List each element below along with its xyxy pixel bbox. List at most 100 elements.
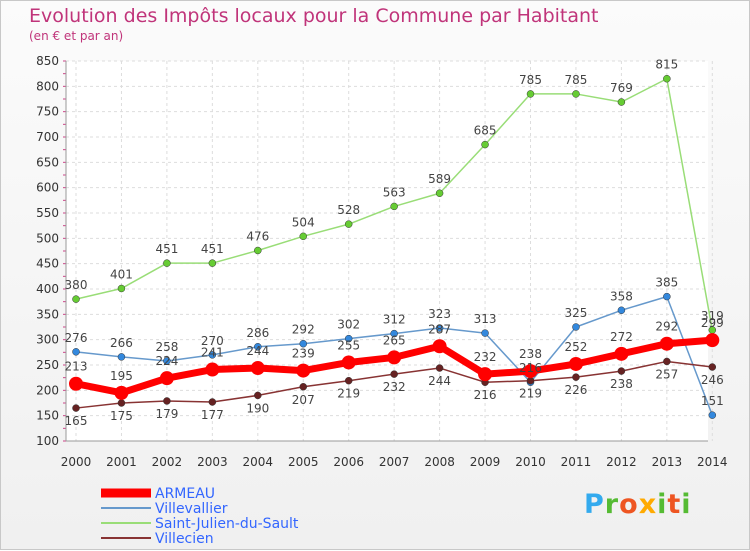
data-label: 358: [610, 289, 633, 303]
data-label: 238: [610, 377, 633, 391]
data-label: 216: [474, 388, 497, 402]
data-point: [663, 292, 671, 301]
y-tick-label: 300: [36, 333, 59, 347]
data-point: [387, 350, 402, 365]
data-label: 219: [519, 387, 542, 401]
data-point: [163, 397, 171, 405]
data-label: 276: [65, 331, 88, 345]
data-label: 165: [65, 414, 88, 428]
data-point: [523, 364, 538, 379]
y-tick-label: 150: [36, 409, 59, 423]
data-point: [568, 356, 583, 371]
legend-label: ARMEAU: [155, 486, 215, 502]
data-point: [481, 329, 489, 337]
data-label: 302: [337, 318, 360, 332]
y-tick-label: 250: [36, 358, 59, 372]
data-label: 241: [201, 346, 224, 360]
chart-subtitle: (en € et par an): [29, 29, 124, 43]
x-tick-label: 2000: [61, 455, 92, 469]
y-tick-label: 350: [36, 307, 59, 321]
data-point: [344, 220, 353, 228]
data-point: [659, 336, 674, 351]
data-label: 258: [155, 340, 178, 354]
legend-label: Saint-Julien-du-Sault: [155, 516, 299, 532]
y-tick-label: 800: [36, 79, 59, 93]
data-point: [435, 324, 444, 332]
x-tick-label: 2007: [379, 455, 410, 469]
legend-label: Villevallier: [155, 501, 228, 517]
x-tick-label: 2006: [333, 455, 364, 469]
data-point: [208, 398, 217, 406]
data-label: 244: [428, 374, 451, 388]
data-point: [526, 376, 535, 385]
data-label: 380: [65, 278, 88, 292]
data-label: 589: [428, 172, 451, 186]
data-point: [614, 346, 629, 361]
x-tick-label: 2011: [561, 455, 592, 469]
data-label: 292: [292, 323, 315, 337]
data-label: 244: [246, 344, 269, 358]
x-tick-label: 2010: [515, 455, 546, 469]
data-point: [159, 371, 174, 386]
chart-title: Evolution des Impôts locaux pour la Comm…: [29, 5, 599, 27]
data-label: 323: [428, 307, 451, 321]
data-label: 238: [519, 347, 542, 361]
data-label: 246: [701, 373, 724, 387]
data-point: [435, 189, 444, 197]
data-label: 785: [519, 73, 542, 87]
data-point: [299, 232, 307, 241]
x-tick-label: 2005: [288, 455, 319, 469]
logo-letter: o: [619, 489, 639, 520]
data-label: 266: [110, 336, 133, 350]
data-point: [708, 363, 717, 371]
data-label: 815: [655, 58, 678, 72]
data-label: 213: [65, 360, 88, 374]
data-label: 272: [610, 330, 633, 344]
data-label: 151: [701, 394, 724, 408]
data-point: [526, 90, 535, 98]
logo-letter: i: [681, 489, 692, 520]
data-point: [478, 367, 493, 382]
data-point: [72, 295, 80, 303]
logo-letter: i: [657, 489, 668, 520]
y-tick-label: 450: [36, 257, 59, 271]
data-label: 299: [701, 316, 724, 330]
y-tick-label: 100: [36, 434, 59, 448]
data-point: [72, 404, 80, 412]
data-label: 179: [155, 407, 178, 421]
data-label: 287: [428, 322, 451, 336]
x-tick-label: 2008: [424, 455, 455, 469]
data-label: 232: [383, 380, 406, 394]
proxiti-logo: Proxiti: [584, 489, 692, 520]
data-point: [117, 284, 126, 293]
data-point: [432, 339, 447, 354]
data-label: 292: [655, 320, 678, 334]
data-point: [208, 259, 217, 267]
data-point: [390, 202, 398, 211]
data-point: [390, 329, 398, 338]
data-point: [250, 361, 265, 376]
data-point: [617, 98, 626, 106]
data-point: [114, 385, 129, 400]
y-tick-label: 850: [36, 54, 59, 68]
data-point: [117, 353, 126, 361]
x-tick-label: 2009: [470, 455, 501, 469]
data-label: 226: [564, 383, 587, 397]
data-label: 232: [474, 350, 497, 364]
data-label: 769: [610, 81, 633, 95]
data-label: 785: [564, 73, 587, 87]
x-tick-label: 2012: [606, 455, 637, 469]
data-point: [617, 367, 626, 375]
y-tick-label: 500: [36, 231, 59, 245]
data-label: 207: [292, 393, 315, 407]
logo-letter: P: [584, 489, 605, 520]
data-label: 252: [564, 340, 587, 354]
x-tick-label: 2004: [243, 455, 274, 469]
data-label: 504: [292, 215, 315, 229]
data-label: 563: [383, 185, 406, 199]
data-label: 451: [155, 242, 178, 256]
data-label: 685: [474, 124, 497, 138]
data-point: [299, 339, 307, 348]
data-label: 239: [292, 347, 315, 361]
